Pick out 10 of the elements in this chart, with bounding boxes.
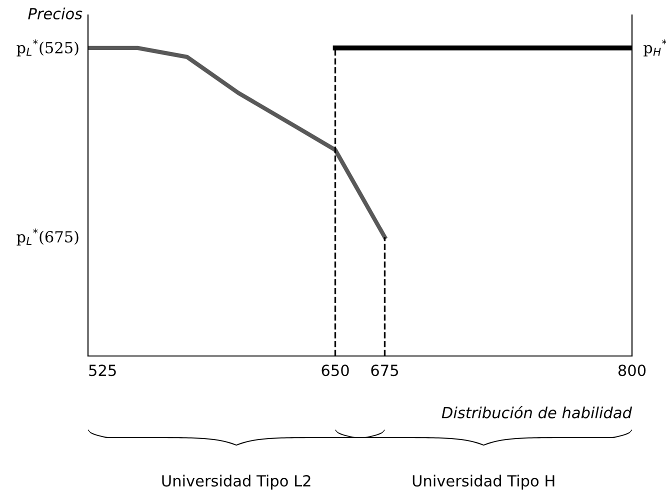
- x-tick-label: 675: [371, 364, 398, 376]
- x-tick-label: 800: [618, 364, 646, 376]
- text: p$_{L}$$^{*}$(525): [16, 39, 78, 56]
- text: Universidad Tipo H: [412, 474, 554, 490]
- x-tick-label: 650: [322, 364, 349, 376]
- x-tick-label: 525: [89, 364, 116, 376]
- text: Universidad Tipo L2: [162, 474, 310, 490]
- text: p$_{L}$$^{*}$(675): [16, 228, 78, 246]
- y-axis-title: Precios: [28, 8, 82, 20]
- x-axis-title: Distribución de habilidad: [442, 406, 632, 418]
